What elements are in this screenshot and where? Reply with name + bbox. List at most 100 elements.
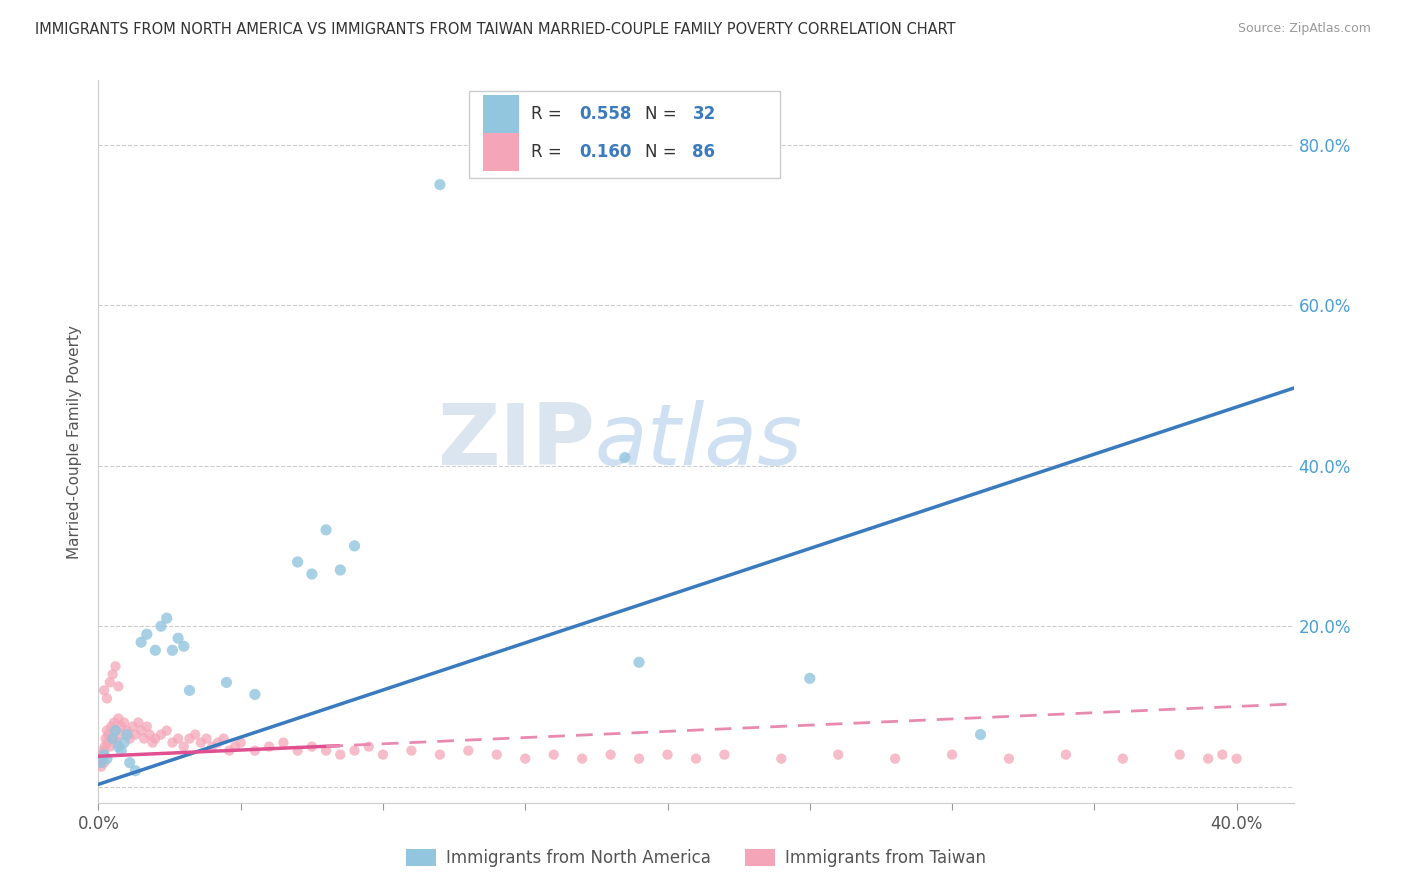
Point [599,747,621,762]
Point [1226,751,1249,765]
Point [96,691,118,706]
Text: R =: R = [531,143,567,161]
Point [90,756,112,770]
Point [884,751,907,765]
Point [118,756,141,770]
Point [115,723,138,738]
Text: 0.160: 0.160 [579,143,631,161]
Point [93,756,115,770]
Point [162,643,184,657]
Point [243,687,266,701]
Point [224,739,246,754]
Point [107,680,129,694]
Point [543,747,565,762]
Point [628,655,651,669]
Point [143,643,166,657]
Point [257,739,280,754]
Point [357,739,380,754]
Point [96,735,118,749]
Bar [484,95,519,133]
Y-axis label: Married-Couple Family Poverty: Married-Couple Family Poverty [67,325,83,558]
Point [93,744,115,758]
Point [685,751,707,765]
Point [143,731,166,746]
Point [129,723,152,738]
Point [129,635,152,649]
Point [150,728,173,742]
Bar [484,133,519,170]
Point [343,539,366,553]
Point [195,731,218,746]
Point [515,751,537,765]
Point [485,747,508,762]
Point [1211,747,1233,762]
Bar [470,91,780,178]
Point [104,659,127,673]
Point [429,178,451,192]
Legend: Immigrants from North America, Immigrants from Taiwan: Immigrants from North America, Immigrant… [406,848,986,867]
Text: atlas: atlas [595,400,803,483]
Point [229,735,252,749]
Point [90,751,112,765]
Point [273,735,295,749]
Point [571,751,593,765]
Point [101,731,124,746]
Point [799,671,821,685]
Point [93,747,115,762]
Point [135,627,157,641]
Text: 32: 32 [692,105,716,123]
Point [401,744,423,758]
Point [96,723,118,738]
Point [998,751,1021,765]
Text: IMMIGRANTS FROM NORTH AMERICA VS IMMIGRANTS FROM TAIWAN MARRIED-COUPLE FAMILY PO: IMMIGRANTS FROM NORTH AMERICA VS IMMIGRA… [35,22,956,37]
Point [167,731,190,746]
Point [173,639,195,653]
Point [156,611,179,625]
Point [138,728,160,742]
Point [121,719,143,733]
Text: N =: N = [644,105,682,123]
Point [124,728,146,742]
Point [141,735,163,749]
Point [104,723,127,738]
Point [770,751,793,765]
Point [112,715,135,730]
Point [218,744,240,758]
Point [105,735,128,749]
Text: 0.558: 0.558 [579,105,631,123]
Point [243,744,266,758]
Point [98,739,121,754]
Point [1168,747,1191,762]
Point [613,450,636,465]
Point [941,747,963,762]
Point [104,723,127,738]
Text: ZIP: ZIP [437,400,595,483]
Point [215,675,238,690]
Point [115,728,138,742]
Point [190,735,212,749]
Point [91,747,114,762]
Point [150,619,173,633]
Point [343,744,366,758]
Point [657,747,679,762]
Point [827,747,849,762]
Point [329,563,352,577]
Point [127,715,149,730]
Point [118,731,141,746]
Point [108,728,131,742]
Point [89,756,111,770]
Point [173,739,195,754]
Point [212,731,235,746]
Point [93,683,115,698]
Point [301,567,323,582]
Point [162,735,184,749]
Point [98,675,121,690]
Point [132,731,155,746]
Point [207,735,229,749]
Point [315,744,337,758]
Text: 86: 86 [692,143,716,161]
Point [628,751,651,765]
Point [371,747,394,762]
Text: R =: R = [531,105,567,123]
Point [124,764,146,778]
